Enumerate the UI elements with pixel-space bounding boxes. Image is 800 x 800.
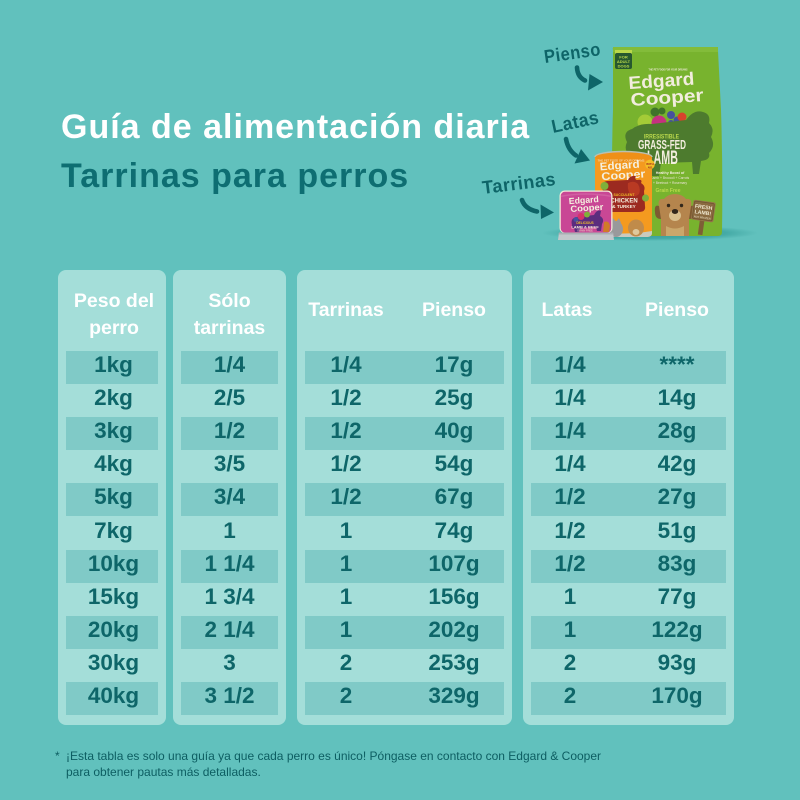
svg-text:NO: NO xyxy=(648,166,653,170)
svg-text:Edgard: Edgard xyxy=(628,69,695,94)
svg-text:Latas: Latas xyxy=(549,106,600,137)
svg-text:Cooper: Cooper xyxy=(570,202,604,214)
svg-text:+ Beetroot + Rosemary: + Beetroot + Rosemary xyxy=(653,181,687,185)
svg-text:Lamb + Broccoli + Carrots: Lamb + Broccoli + Carrots xyxy=(651,176,690,180)
svg-text:Edgard: Edgard xyxy=(568,194,599,206)
svg-text:IRRESISTIBLE: IRRESISTIBLE xyxy=(644,134,680,141)
svg-text:Pienso: Pienso xyxy=(543,38,602,67)
svg-text:LAMB!: LAMB! xyxy=(694,209,712,217)
svg-text:GRASS-FED: GRASS-FED xyxy=(638,137,686,152)
svg-text:Edgard: Edgard xyxy=(599,159,640,174)
svg-text:DELICIOUS: DELICIOUS xyxy=(576,221,593,225)
svg-text:LAMB: LAMB xyxy=(647,148,678,169)
svg-text:THE PET FOOD OF YOUR DREAMS: THE PET FOOD OF YOUR DREAMS xyxy=(598,159,645,163)
svg-text:GRAIN FREE: GRAIN FREE xyxy=(577,229,593,233)
svg-text:FOR: FOR xyxy=(619,55,628,60)
svg-text:WITH: WITH xyxy=(646,162,654,166)
svg-text:& TURKEY: & TURKEY xyxy=(612,204,635,209)
svg-text:THE PET FOOD FOR YOUR DREAMS: THE PET FOOD FOR YOUR DREAMS xyxy=(649,68,688,72)
svg-text:Healthy Boost of: Healthy Boost of xyxy=(656,171,685,175)
svg-text:NOT FROZEN: NOT FROZEN xyxy=(694,214,711,220)
svg-text:ADULT: ADULT xyxy=(617,59,631,64)
svg-text:Tarrinas: Tarrinas xyxy=(481,168,557,198)
svg-text:DOGS: DOGS xyxy=(618,64,630,69)
svg-text:SUCCULENT: SUCCULENT xyxy=(614,193,636,197)
svg-text:FRESH: FRESH xyxy=(694,204,712,212)
svg-text:Grain Free: Grain Free xyxy=(655,188,680,194)
svg-text:CHICKEN: CHICKEN xyxy=(610,199,637,205)
svg-text:LAMB & BEEF: LAMB & BEEF xyxy=(571,225,599,230)
